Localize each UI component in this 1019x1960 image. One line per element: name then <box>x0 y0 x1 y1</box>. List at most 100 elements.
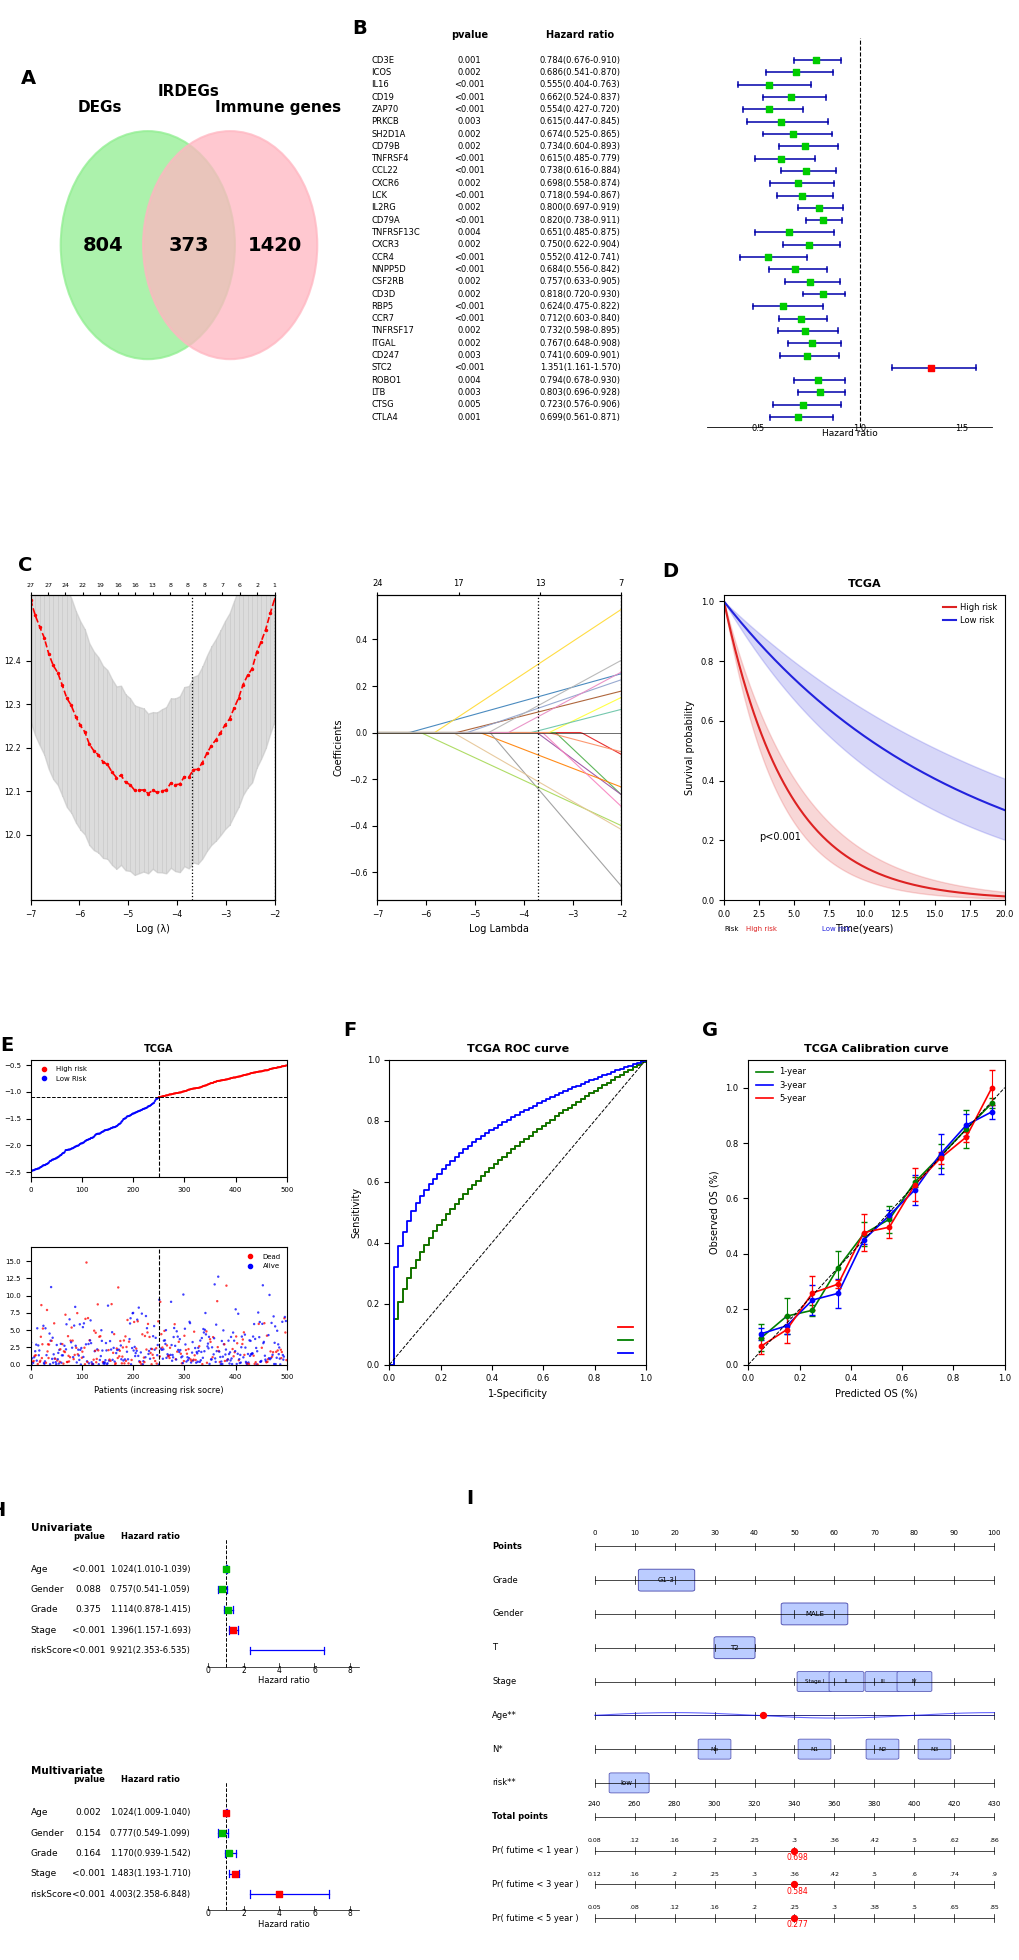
1-year <box>933 1145 946 1168</box>
Point <box>160 1341 176 1372</box>
Point <box>198 1070 214 1102</box>
Text: p<0.001: p<0.001 <box>758 833 800 843</box>
Point <box>84 1123 100 1154</box>
Point <box>198 1319 214 1350</box>
Point <box>44 1325 60 1356</box>
Point <box>39 1339 55 1370</box>
Point <box>142 1090 158 1121</box>
Point <box>140 1092 156 1123</box>
Point <box>242 1341 258 1372</box>
Point <box>187 1345 204 1376</box>
Point <box>159 1080 175 1111</box>
Point <box>263 1307 279 1339</box>
Point <box>223 1062 239 1094</box>
Point <box>163 1078 179 1109</box>
Text: .3: .3 <box>791 1838 797 1842</box>
Point <box>230 1060 247 1092</box>
Text: Grade: Grade <box>491 1576 518 1584</box>
Point <box>58 1333 74 1364</box>
Point <box>271 1051 287 1082</box>
Point <box>235 1317 252 1348</box>
Point <box>268 1053 284 1084</box>
Point <box>218 1064 234 1096</box>
Point <box>223 1343 239 1374</box>
Point <box>223 1321 239 1352</box>
Point <box>28 1154 44 1186</box>
Point <box>162 1078 178 1109</box>
Text: CCL22: CCL22 <box>371 167 397 176</box>
Point <box>156 1325 172 1356</box>
Point <box>28 1335 44 1366</box>
Text: 0.698(0.558-0.874): 0.698(0.558-0.874) <box>539 178 621 188</box>
Point <box>105 1333 121 1364</box>
Point <box>787 253 803 284</box>
Point <box>277 1051 293 1082</box>
Text: 0.003: 0.003 <box>457 388 481 398</box>
Text: CXCR3: CXCR3 <box>371 241 398 249</box>
Point <box>54 1341 70 1372</box>
Point <box>213 1325 229 1356</box>
Text: Hazard ratio: Hazard ratio <box>120 1531 179 1541</box>
Text: .16: .16 <box>709 1905 718 1911</box>
Point <box>164 1339 180 1370</box>
Point <box>262 1053 278 1084</box>
Point <box>777 1299 794 1331</box>
Point <box>180 1343 197 1374</box>
Point <box>65 1343 82 1374</box>
Point <box>78 1125 95 1156</box>
3-year <box>857 1229 869 1252</box>
Text: 0.734(0.604-0.893): 0.734(0.604-0.893) <box>539 141 621 151</box>
Point <box>110 1109 126 1141</box>
Point <box>54 1139 70 1170</box>
Point <box>158 1080 174 1111</box>
Text: 1.396(1.157-1.693): 1.396(1.157-1.693) <box>110 1625 191 1635</box>
Point <box>87 1119 103 1151</box>
Point <box>49 1329 65 1360</box>
Text: Pr( futime < 3 year ): Pr( futime < 3 year ) <box>491 1880 578 1889</box>
Text: .2: .2 <box>751 1905 757 1911</box>
Point <box>90 1335 106 1366</box>
Text: 320: 320 <box>747 1801 760 1807</box>
Point <box>146 1311 162 1343</box>
Point <box>230 1345 247 1376</box>
Point <box>150 1329 166 1360</box>
Point <box>46 1339 62 1370</box>
Point <box>111 1335 127 1366</box>
Point <box>794 180 810 212</box>
FancyBboxPatch shape <box>896 1672 931 1691</box>
Point <box>99 1113 115 1145</box>
Point <box>35 1329 51 1360</box>
Text: 0: 0 <box>592 1531 596 1537</box>
Text: 0.375: 0.375 <box>75 1605 102 1615</box>
Point <box>200 1329 216 1360</box>
Point <box>855 1219 871 1250</box>
Line: 3-year: 3-year <box>760 1111 990 1333</box>
Point <box>56 1137 72 1168</box>
Point <box>78 1247 95 1278</box>
Point <box>163 1329 179 1360</box>
Point <box>202 1068 218 1100</box>
Point <box>197 1298 213 1329</box>
Point <box>931 1143 948 1174</box>
Point <box>24 1347 41 1378</box>
Text: 0.777(0.549-1.099): 0.777(0.549-1.099) <box>110 1829 191 1838</box>
Point <box>70 1129 87 1160</box>
Point <box>261 1054 277 1086</box>
Point <box>150 1305 166 1337</box>
Point <box>189 1337 205 1368</box>
Point <box>174 1076 191 1107</box>
Point <box>84 1123 100 1154</box>
Point <box>130 1096 147 1127</box>
Point <box>271 1333 287 1364</box>
Point <box>69 1131 86 1162</box>
Legend: , , : , , <box>613 1319 641 1360</box>
Point <box>145 1088 161 1119</box>
Text: 30: 30 <box>709 1531 718 1537</box>
Point <box>34 1151 50 1182</box>
Point <box>55 1137 71 1168</box>
Point <box>52 1333 68 1364</box>
Text: 9.921(2.353-6.535): 9.921(2.353-6.535) <box>110 1646 191 1654</box>
Point <box>178 1347 195 1378</box>
Point <box>116 1103 132 1135</box>
Point <box>155 1080 171 1111</box>
